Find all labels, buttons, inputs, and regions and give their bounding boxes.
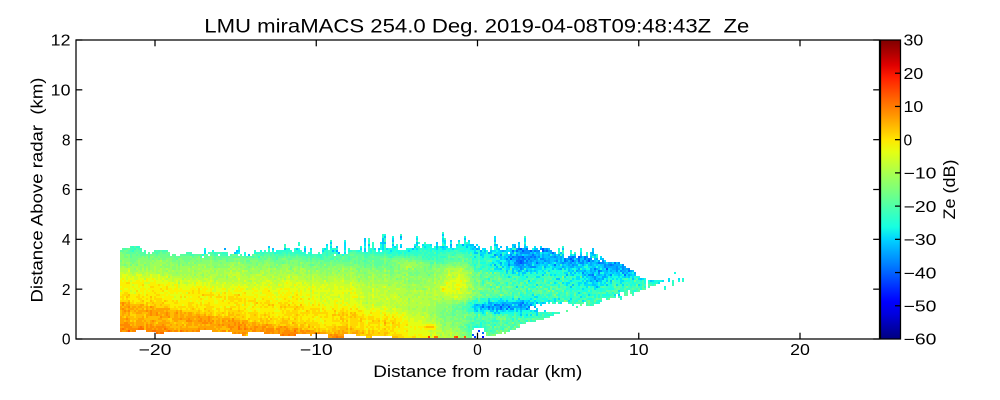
svg-text:−20: −20 xyxy=(139,342,172,359)
svg-text:0: 0 xyxy=(904,132,913,149)
svg-text:−50: −50 xyxy=(904,298,937,315)
svg-text:10: 10 xyxy=(51,83,71,100)
svg-text:−10: −10 xyxy=(904,166,937,183)
svg-text:−60: −60 xyxy=(904,332,937,349)
svg-text:Distance from radar (km): Distance from radar (km) xyxy=(373,363,582,381)
svg-text:Distance Above radar (km): Distance Above radar (km) xyxy=(29,78,47,303)
svg-text:0: 0 xyxy=(62,332,71,349)
svg-text:2: 2 xyxy=(62,282,71,299)
svg-text:10: 10 xyxy=(904,99,924,116)
svg-text:6: 6 xyxy=(62,182,71,199)
svg-text:Ze (dB): Ze (dB) xyxy=(941,160,959,220)
svg-text:−20: −20 xyxy=(904,199,937,216)
svg-text:20: 20 xyxy=(790,342,810,359)
svg-text:10: 10 xyxy=(629,342,649,359)
svg-text:LMU miraMACS 254.0 Deg. 2019-0: LMU miraMACS 254.0 Deg. 2019-04-08T09:48… xyxy=(204,16,749,38)
svg-text:12: 12 xyxy=(51,33,71,50)
svg-text:4: 4 xyxy=(62,232,71,249)
svg-text:0: 0 xyxy=(473,342,482,359)
svg-text:30: 30 xyxy=(904,33,924,50)
svg-text:−10: −10 xyxy=(300,342,333,359)
svg-text:−30: −30 xyxy=(904,232,937,249)
svg-text:20: 20 xyxy=(904,66,924,83)
svg-text:8: 8 xyxy=(62,132,71,149)
svg-text:−40: −40 xyxy=(904,265,937,282)
